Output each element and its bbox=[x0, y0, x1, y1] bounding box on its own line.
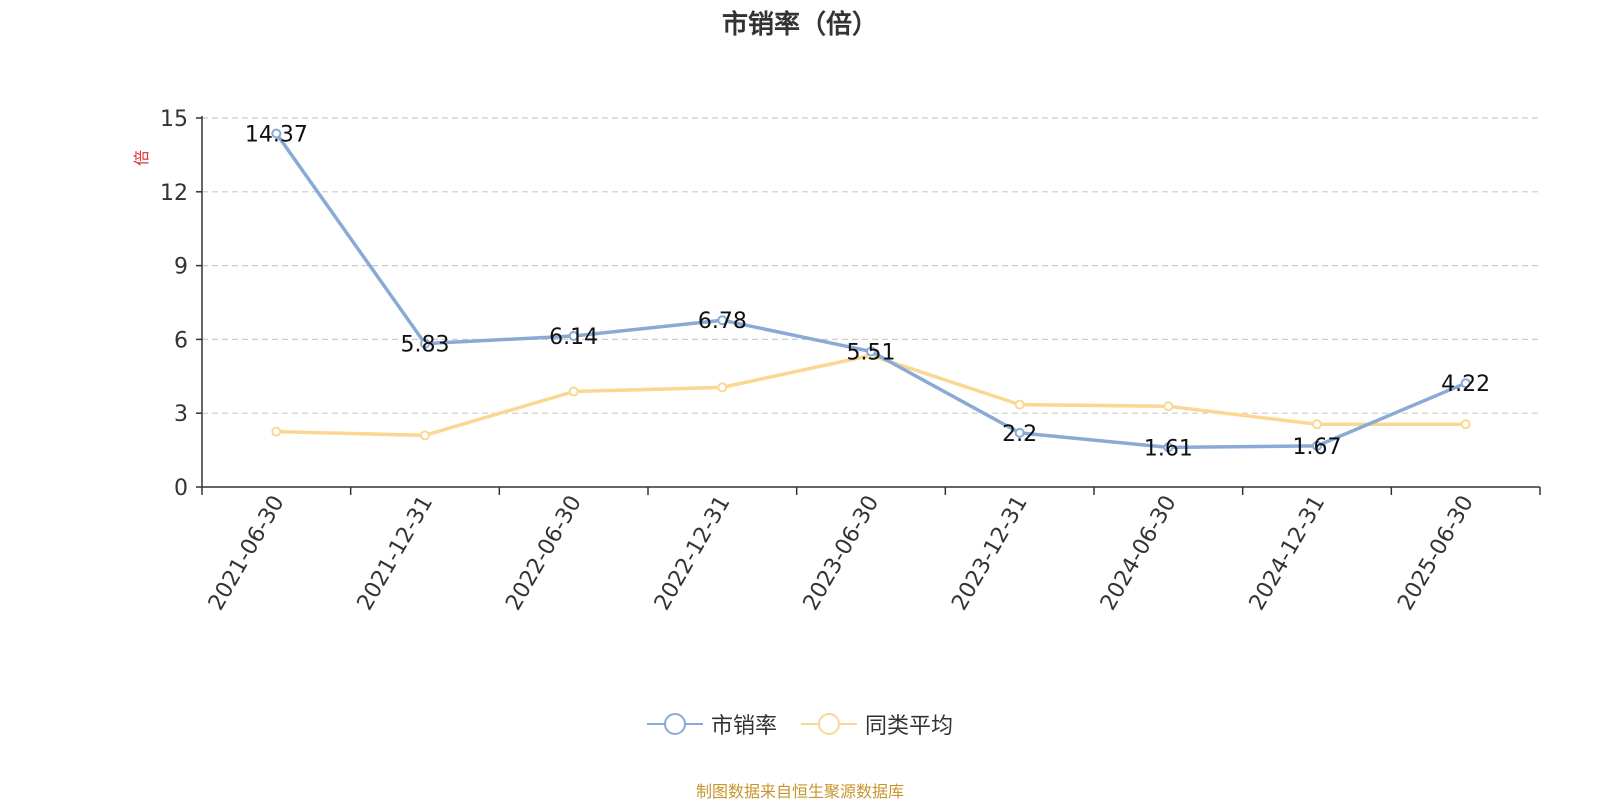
y-tick-label: 3 bbox=[174, 402, 188, 427]
data-point-series-1 bbox=[1014, 427, 1025, 438]
data-point-series-2 bbox=[568, 386, 579, 397]
y-tick-label: 6 bbox=[174, 328, 188, 353]
data-point-series-2 bbox=[717, 382, 728, 393]
line-chart: 0 3 6 9 12 15 2021-06-30 2021-12-31 2022-06-30 20… bbox=[132, 107, 1541, 615]
data-point-series-1 bbox=[420, 338, 430, 349]
x-tick-label: 2022-06-30 bbox=[501, 492, 587, 615]
legend-item-series-2[interactable]: 同类平均 bbox=[801, 708, 953, 740]
data-labels: 14.37 5.83 6.14 6.78 5.51 2.2 1.61 1.67 4.22 bbox=[245, 122, 1490, 461]
x-tick-label: 2024-12-31 bbox=[1245, 492, 1331, 615]
y-tick-label: 15 bbox=[160, 107, 188, 132]
data-label: 5.83 bbox=[401, 333, 450, 358]
data-point-series-1 bbox=[568, 330, 579, 341]
data-point-series-2 bbox=[420, 430, 430, 441]
data-label: 4.22 bbox=[1441, 372, 1490, 397]
data-point-series-2 bbox=[1312, 419, 1322, 430]
data-point-series-2 bbox=[271, 426, 282, 437]
legend-label-series-1: 市销率 bbox=[710, 714, 777, 739]
data-label: 5.51 bbox=[847, 340, 896, 365]
x-tick-label: 2025-06-30 bbox=[1393, 492, 1479, 615]
y-tick-label: 9 bbox=[174, 255, 188, 280]
x-tick-label: 2021-06-30 bbox=[204, 492, 290, 615]
y-tick-label: 12 bbox=[160, 181, 188, 206]
data-point-series-2 bbox=[1014, 399, 1025, 410]
data-point-series-1 bbox=[866, 346, 876, 357]
x-tick-label: 2023-06-30 bbox=[799, 492, 885, 615]
legend-series-1-icon bbox=[646, 713, 703, 735]
y-tick-label: 0 bbox=[174, 476, 188, 501]
series-line-1 bbox=[274, 132, 1467, 450]
data-label: 6.14 bbox=[549, 325, 598, 350]
x-tick-label: 2024-06-30 bbox=[1096, 492, 1182, 615]
series-layer bbox=[271, 128, 1471, 453]
data-point-series-1 bbox=[1460, 378, 1471, 389]
chart-title: 市销率（倍） bbox=[721, 10, 878, 40]
data-label: 1.61 bbox=[1144, 436, 1193, 461]
legend: 市销率 同类平均 bbox=[0, 708, 1600, 740]
series-line-2 bbox=[276, 353, 1466, 438]
grid-lines bbox=[202, 117, 1540, 414]
data-point-series-2 bbox=[1460, 419, 1471, 430]
data-point-series-1 bbox=[271, 128, 282, 139]
y-axis-label: 倍 bbox=[132, 150, 151, 166]
data-point-series-1 bbox=[1163, 442, 1174, 453]
x-tick-label: 2021-12-31 bbox=[353, 492, 439, 615]
source-note: 制图数据来自恒生聚源数据库 bbox=[695, 782, 904, 801]
data-label: 2.2 bbox=[1002, 422, 1037, 447]
data-label: 6.78 bbox=[698, 309, 747, 334]
x-tick-label: 2022-12-31 bbox=[650, 492, 736, 615]
x-tick-label: 2023-12-31 bbox=[947, 492, 1033, 615]
data-label: 1.67 bbox=[1293, 435, 1342, 460]
legend-item-series-1[interactable]: 市销率 bbox=[646, 708, 777, 740]
data-point-series-1 bbox=[717, 315, 728, 326]
legend-series-2-icon bbox=[801, 713, 857, 735]
data-label: 14.37 bbox=[245, 122, 308, 147]
data-point-series-2 bbox=[1163, 401, 1174, 412]
legend-label-series-2: 同类平均 bbox=[865, 714, 954, 739]
data-point-series-1 bbox=[1312, 440, 1322, 451]
